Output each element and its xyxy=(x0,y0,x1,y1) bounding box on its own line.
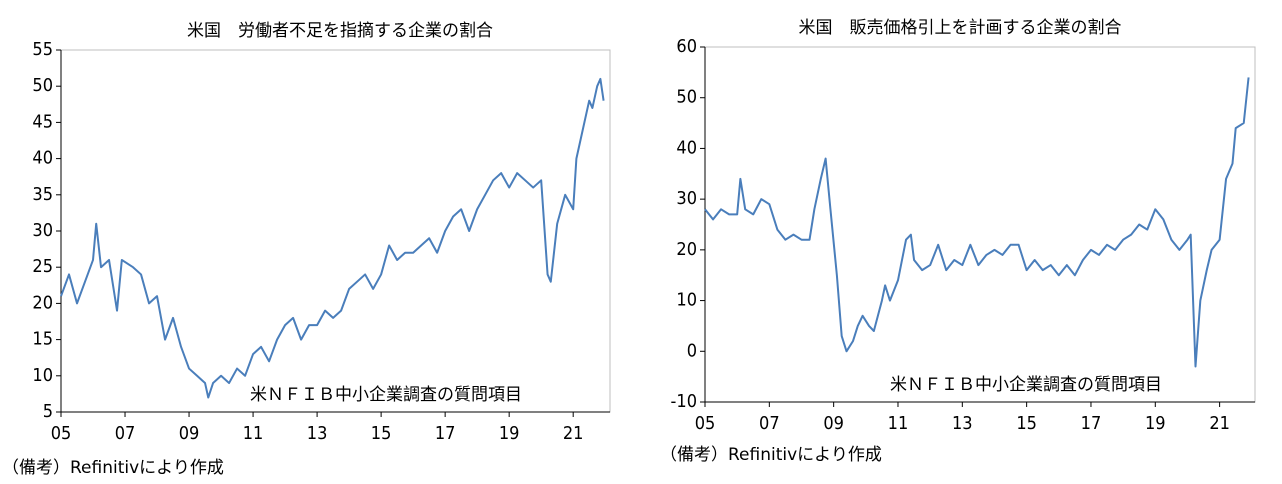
y-tick-label: 45 xyxy=(32,111,53,132)
x-tick-label: 09 xyxy=(823,413,844,434)
y-tick-label: 10 xyxy=(32,365,53,386)
plot-frame xyxy=(60,49,611,413)
y-tick-label: 30 xyxy=(676,188,697,209)
x-tick-label: 09 xyxy=(179,423,200,444)
y-tick-label: 55 xyxy=(32,39,53,60)
data-line xyxy=(60,77,605,399)
y-tick-label: 40 xyxy=(32,148,53,169)
data-line xyxy=(704,77,1250,368)
chart-title: 米国 労働者不足を指摘する企業の割合 xyxy=(187,21,493,41)
x-tick-label: 11 xyxy=(243,423,264,444)
y-tick-label: 50 xyxy=(676,87,697,108)
x-tick-label: 19 xyxy=(499,423,520,444)
y-tick-label: 10 xyxy=(676,290,697,311)
x-tick-label: 11 xyxy=(888,413,909,434)
y-tick-label: 30 xyxy=(32,220,53,241)
y-tick-label: 5 xyxy=(43,401,53,422)
y-tick-label: 15 xyxy=(32,329,53,350)
y-tick-label: -10 xyxy=(671,391,697,412)
x-tick-label: 15 xyxy=(371,423,392,444)
x-tick-label: 07 xyxy=(759,413,780,434)
y-tick-label: 40 xyxy=(676,137,697,158)
x-tick-label: 21 xyxy=(563,423,584,444)
x-tick-label: 17 xyxy=(1081,413,1102,434)
x-tick-label: 21 xyxy=(1209,413,1230,434)
y-tick-label: 20 xyxy=(32,292,53,313)
annotation: 米ＮＦＩＢ中小企業調査の質問項目 xyxy=(890,375,1162,395)
x-tick-label: 13 xyxy=(952,413,973,434)
y-tick-label: 25 xyxy=(32,256,53,277)
source-note: （備考）Refinitivにより作成 xyxy=(2,458,224,478)
x-tick-label: 15 xyxy=(1016,413,1037,434)
plot-frame xyxy=(704,46,1256,403)
y-tick-label: 50 xyxy=(32,75,53,96)
x-tick-label: 19 xyxy=(1145,413,1166,434)
y-tick-label: 0 xyxy=(687,340,697,361)
chart-title: 米国 販売価格引上を計画する企業の割合 xyxy=(799,18,1122,38)
y-tick-label: 60 xyxy=(676,36,697,57)
y-tick-label: 20 xyxy=(676,239,697,260)
x-tick-label: 07 xyxy=(115,423,136,444)
x-tick-label: 13 xyxy=(307,423,328,444)
x-tick-label: 17 xyxy=(435,423,456,444)
x-tick-label: 05 xyxy=(51,423,72,444)
annotation: 米ＮＦＩＢ中小企業調査の質問項目 xyxy=(250,385,522,405)
y-tick-label: 35 xyxy=(32,184,53,205)
x-tick-label: 05 xyxy=(695,413,716,434)
source-note: （備考）Refinitivにより作成 xyxy=(660,445,882,465)
